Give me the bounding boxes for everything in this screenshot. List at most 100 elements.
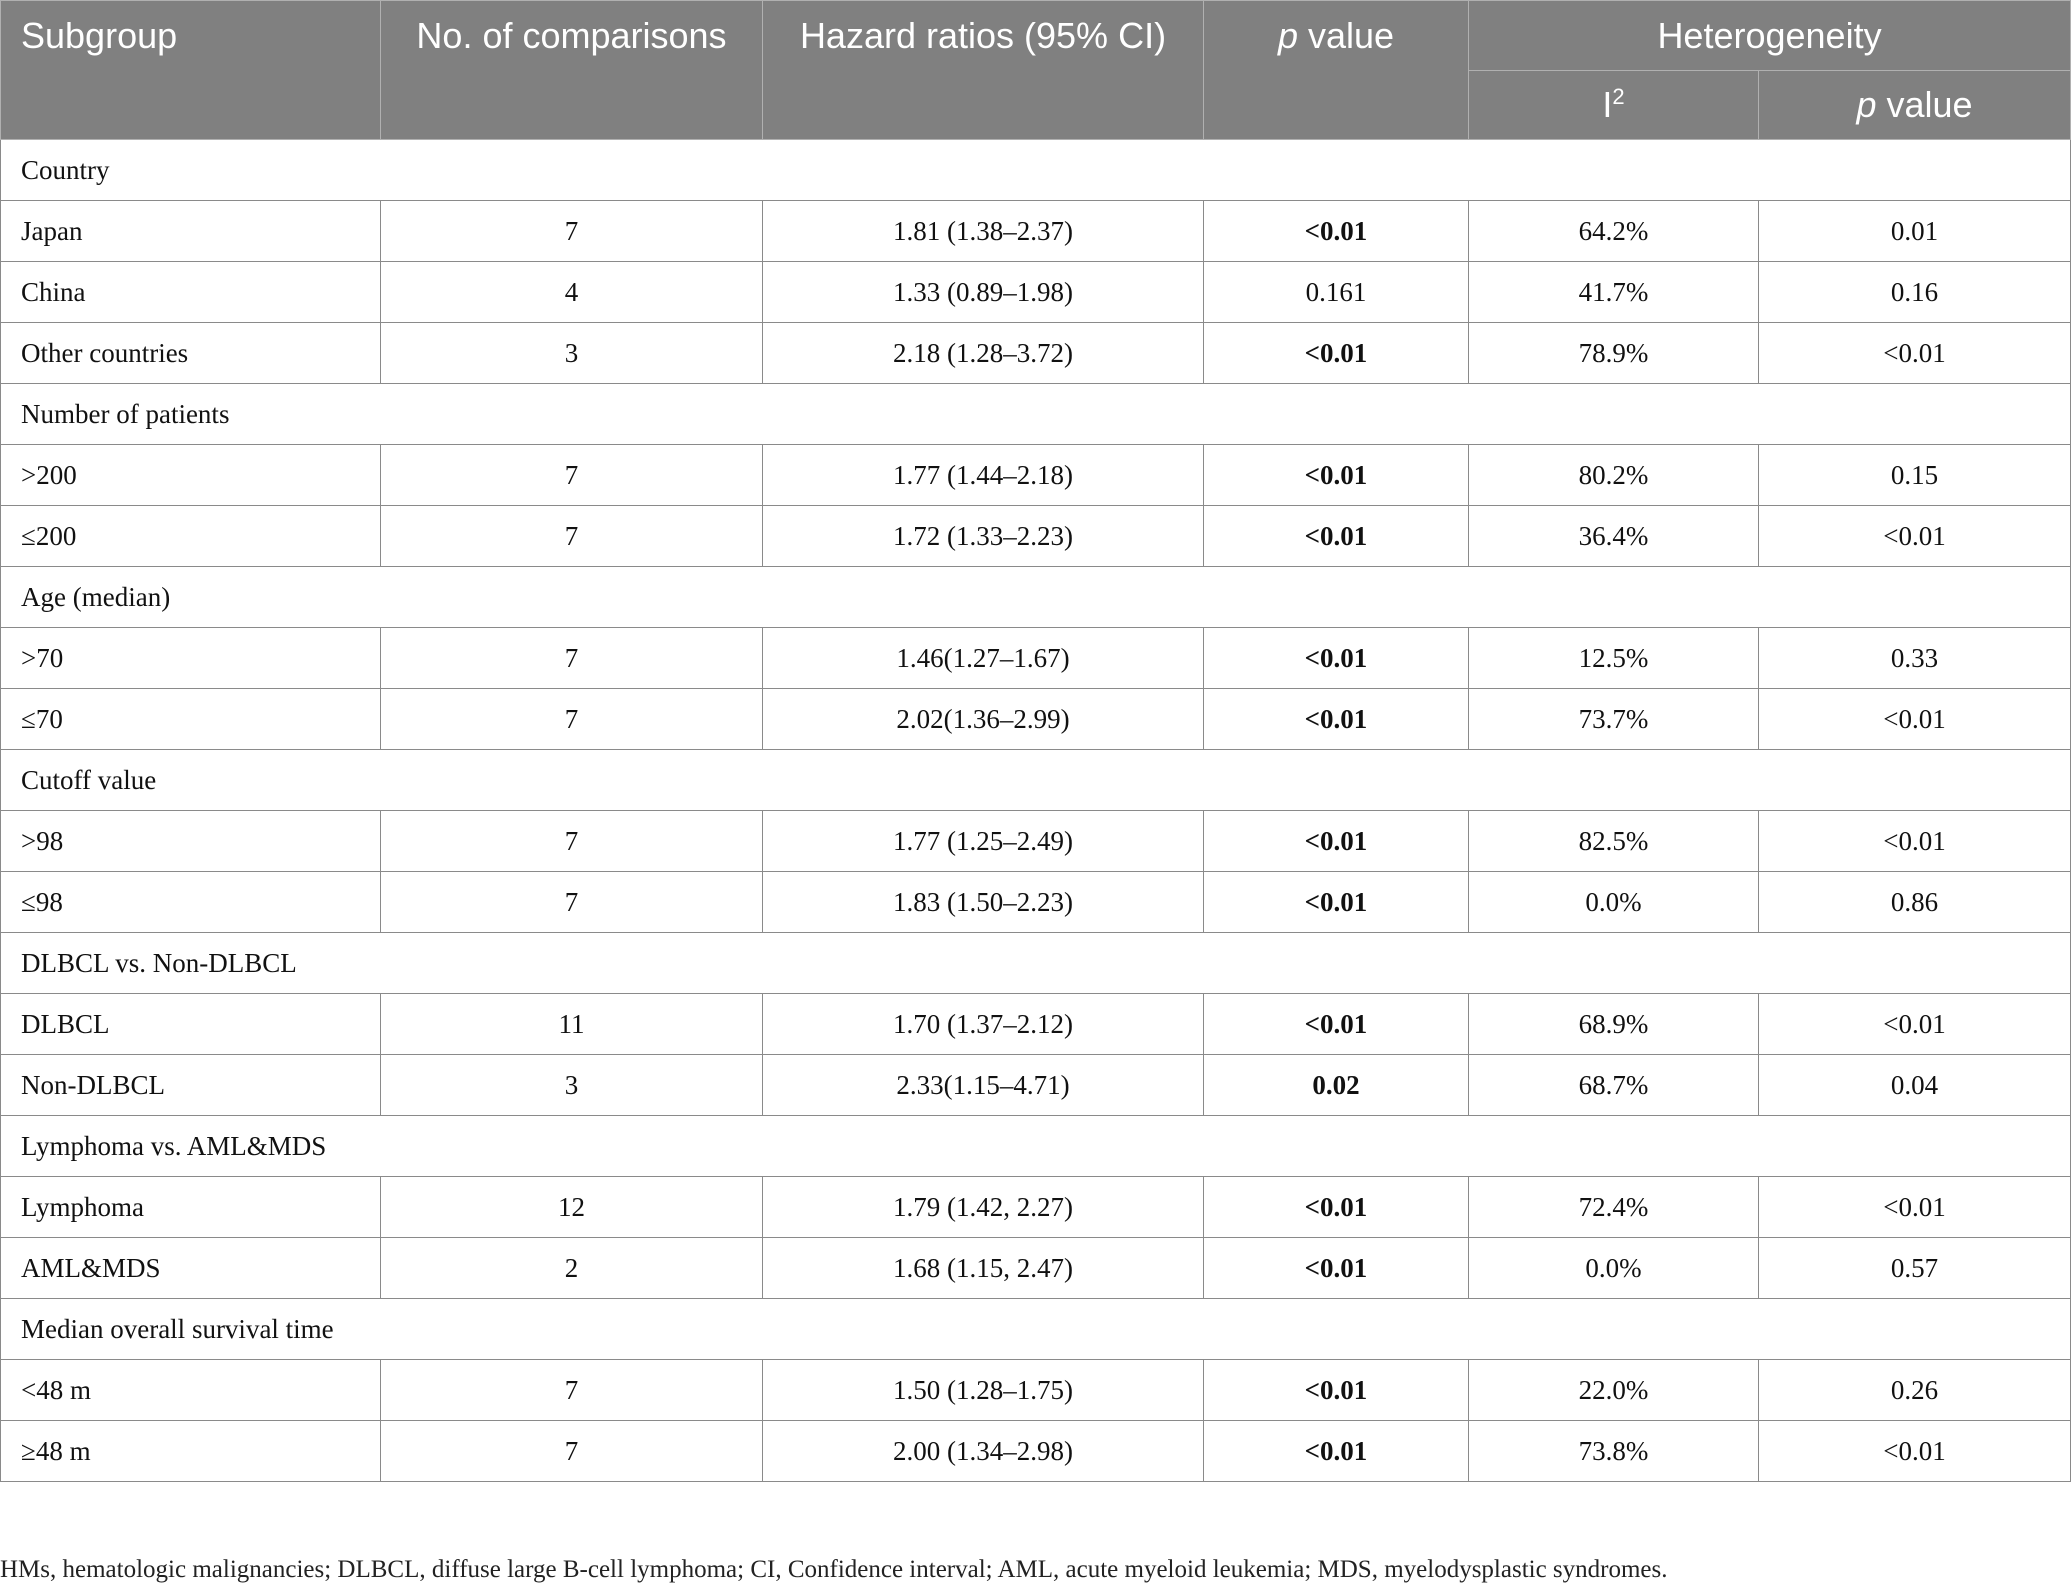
cell-het-p-value: 0.26: [1757, 1359, 2071, 1421]
cell-hazard-ratio: 1.70 (1.37–2.12): [762, 993, 1204, 1055]
header-p-value: p value: [1203, 0, 1469, 140]
table-row: Lymphoma 12 1.79 (1.42, 2.27) <0.01 72.4% <0.…: [0, 1176, 2071, 1238]
cell-p-value: <0.01: [1203, 200, 1469, 262]
header-comparisons: No. of comparisons: [380, 0, 763, 140]
cell-subgroup: DLBCL: [0, 993, 381, 1055]
group-label: Age (median): [0, 566, 2071, 628]
cell-i2: 68.7%: [1468, 1054, 1759, 1116]
cell-het-p-value: <0.01: [1757, 810, 2071, 872]
cell-p-value: 0.161: [1203, 261, 1469, 323]
group-label: Median overall survival time: [0, 1298, 2071, 1360]
cell-het-p-value: 0.15: [1757, 444, 2071, 506]
table-row: ≤200 7 1.72 (1.33–2.23) <0.01 36.4% <0.01: [0, 505, 2071, 567]
cell-het-p-value: 0.16: [1757, 261, 2071, 323]
cell-hazard-ratio: 1.81 (1.38–2.37): [762, 200, 1204, 262]
cell-p-value: <0.01: [1203, 688, 1469, 750]
cell-p-value: <0.01: [1203, 322, 1469, 384]
cell-hazard-ratio: 1.33 (0.89–1.98): [762, 261, 1204, 323]
cell-het-p-value: <0.01: [1757, 322, 2071, 384]
cell-comparisons: 7: [380, 688, 763, 750]
header-i2: I2: [1468, 70, 1759, 140]
cell-i2: 82.5%: [1468, 810, 1759, 872]
cell-p-value: <0.01: [1203, 1237, 1469, 1299]
table-body: Country Japan 7 1.81 (1.38–2.37) <0.01 64.2% 0…: [0, 139, 2071, 1482]
cell-p-value: <0.01: [1203, 505, 1469, 567]
table-row: <48 m 7 1.50 (1.28–1.75) <0.01 22.0% 0.26: [0, 1359, 2071, 1421]
cell-p-value: <0.01: [1203, 1359, 1469, 1421]
cell-het-p-value: <0.01: [1757, 1420, 2071, 1482]
cell-comparisons: 7: [380, 444, 763, 506]
cell-subgroup: ≤98: [0, 871, 381, 933]
cell-i2: 72.4%: [1468, 1176, 1759, 1238]
cell-i2: 0.0%: [1468, 1237, 1759, 1299]
cell-hazard-ratio: 1.72 (1.33–2.23): [762, 505, 1204, 567]
cell-het-p-value: <0.01: [1757, 505, 2071, 567]
cell-hazard-ratio: 1.68 (1.15, 2.47): [762, 1237, 1204, 1299]
cell-het-p-value: 0.86: [1757, 871, 2071, 933]
cell-het-p-value: 0.57: [1757, 1237, 2071, 1299]
cell-subgroup: Japan: [0, 200, 381, 262]
cell-subgroup: <48 m: [0, 1359, 381, 1421]
cell-p-value: <0.01: [1203, 627, 1469, 689]
cell-comparisons: 7: [380, 505, 763, 567]
table-row: ≤70 7 2.02(1.36–2.99) <0.01 73.7% <0.01: [0, 688, 2071, 750]
cell-hazard-ratio: 1.77 (1.25–2.49): [762, 810, 1204, 872]
cell-hazard-ratio: 2.18 (1.28–3.72): [762, 322, 1204, 384]
cell-comparisons: 7: [380, 1359, 763, 1421]
cell-p-value: 0.02: [1203, 1054, 1469, 1116]
table-row: >70 7 1.46(1.27–1.67) <0.01 12.5% 0.33: [0, 627, 2071, 689]
cell-comparisons: 7: [380, 200, 763, 262]
group-row: DLBCL vs. Non-DLBCL: [0, 932, 2071, 994]
group-label: Number of patients: [0, 383, 2071, 445]
cell-subgroup: Non-DLBCL: [0, 1054, 381, 1116]
cell-subgroup: ≤70: [0, 688, 381, 750]
table-row: DLBCL 11 1.70 (1.37–2.12) <0.01 68.9% <0.01: [0, 993, 2071, 1055]
header-p-rest: value: [1297, 15, 1395, 56]
cell-comparisons: 3: [380, 1054, 763, 1116]
cell-comparisons: 2: [380, 1237, 763, 1299]
table-row: Non-DLBCL 3 2.33(1.15–4.71) 0.02 68.7% 0.04: [0, 1054, 2071, 1116]
table-row: Other countries 3 2.18 (1.28–3.72) <0.01 78.…: [0, 322, 2071, 384]
cell-p-value: <0.01: [1203, 871, 1469, 933]
cell-i2: 68.9%: [1468, 993, 1759, 1055]
cell-hazard-ratio: 2.02(1.36–2.99): [762, 688, 1204, 750]
cell-p-value: <0.01: [1203, 444, 1469, 506]
group-label: DLBCL vs. Non-DLBCL: [0, 932, 2071, 994]
header-hazard-ratios: Hazard ratios (95% CI): [762, 0, 1204, 140]
table-row: Japan 7 1.81 (1.38–2.37) <0.01 64.2% 0.01: [0, 200, 2071, 262]
table-row: ≤98 7 1.83 (1.50–2.23) <0.01 0.0% 0.86: [0, 871, 2071, 933]
cell-het-p-value: <0.01: [1757, 1176, 2071, 1238]
header-heterogeneity: Heterogeneity: [1467, 0, 2071, 71]
group-row: Median overall survival time: [0, 1298, 2071, 1360]
cell-het-p-value: <0.01: [1757, 688, 2071, 750]
cell-comparisons: 4: [380, 261, 763, 323]
cell-i2: 73.7%: [1468, 688, 1759, 750]
cell-subgroup: Other countries: [0, 322, 381, 384]
cell-subgroup: China: [0, 261, 381, 323]
cell-comparisons: 11: [380, 993, 763, 1055]
header-het-p-rest: value: [1876, 84, 1973, 125]
cell-subgroup: >200: [0, 444, 381, 506]
cell-i2: 22.0%: [1468, 1359, 1759, 1421]
group-row: Country: [0, 139, 2071, 201]
cell-het-p-value: 0.01: [1757, 200, 2071, 262]
cell-subgroup: >98: [0, 810, 381, 872]
cell-i2: 78.9%: [1468, 322, 1759, 384]
table-row: ≥48 m 7 2.00 (1.34–2.98) <0.01 73.8% <0.01: [0, 1420, 2071, 1482]
cell-comparisons: 7: [380, 871, 763, 933]
cell-i2: 36.4%: [1468, 505, 1759, 567]
table-row: >200 7 1.77 (1.44–2.18) <0.01 80.2% 0.15: [0, 444, 2071, 506]
table-header: Subgroup No. of comparisons Hazard ratio…: [0, 0, 2071, 140]
subgroup-analysis-table: Subgroup No. of comparisons Hazard ratio…: [0, 0, 2071, 1482]
cell-i2: 80.2%: [1468, 444, 1759, 506]
cell-hazard-ratio: 1.77 (1.44–2.18): [762, 444, 1204, 506]
table-row: China 4 1.33 (0.89–1.98) 0.161 41.7% 0.16: [0, 261, 2071, 323]
cell-hazard-ratio: 1.83 (1.50–2.23): [762, 871, 1204, 933]
header-p-italic: p: [1277, 15, 1298, 56]
table-container: Subgroup No. of comparisons Hazard ratio…: [0, 0, 2071, 1482]
cell-comparisons: 12: [380, 1176, 763, 1238]
cell-p-value: <0.01: [1203, 1420, 1469, 1482]
group-label: Cutoff value: [0, 749, 2071, 811]
group-label: Country: [0, 139, 2071, 201]
cell-hazard-ratio: 2.33(1.15–4.71): [762, 1054, 1204, 1116]
